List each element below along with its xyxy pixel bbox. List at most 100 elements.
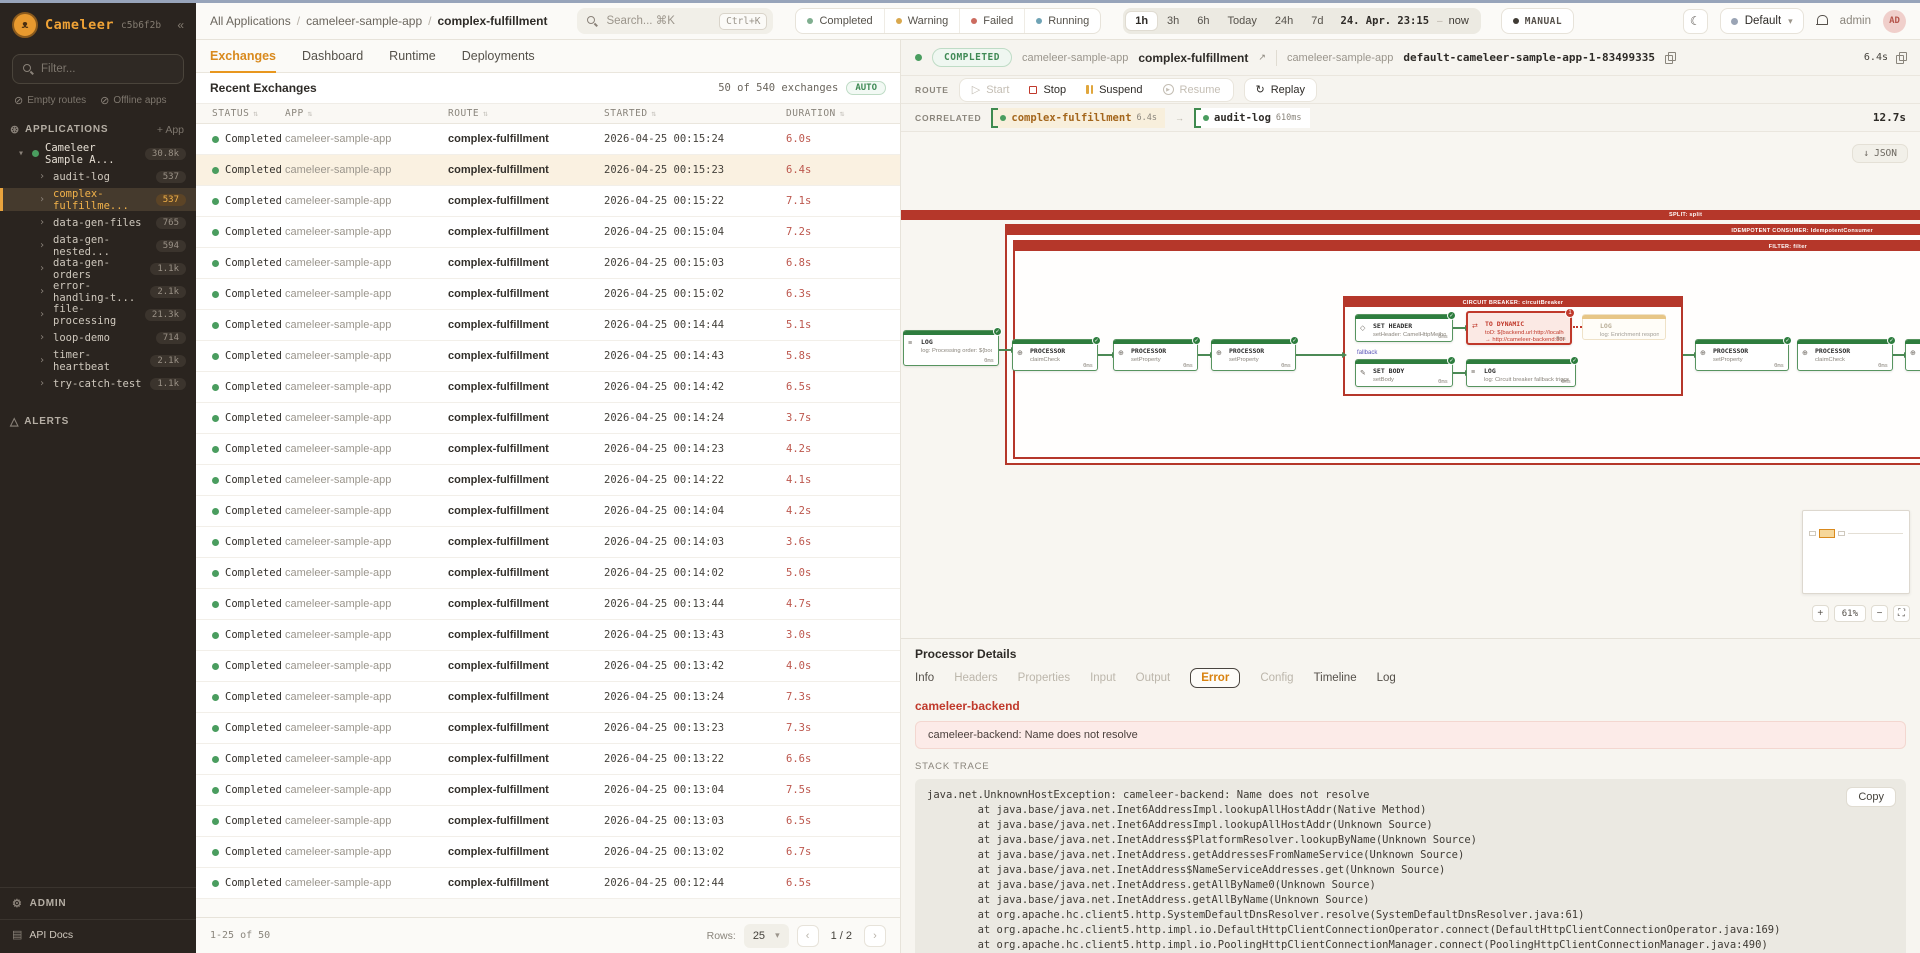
- next-page-button[interactable]: ›: [864, 924, 886, 947]
- column-header[interactable]: APP ⇅: [285, 108, 448, 119]
- processor-detail-tab[interactable]: Error: [1190, 668, 1241, 688]
- resume-button[interactable]: ▶ Resume: [1153, 79, 1231, 101]
- node-processor-partial[interactable]: ⊕ PROCESSOR claimCheck: [1905, 339, 1920, 371]
- correlated-chip-selected[interactable]: complex-fulfillment 6.4s: [991, 107, 1165, 128]
- status-filter-chip[interactable]: Completed: [796, 9, 885, 33]
- global-search[interactable]: Ctrl+K: [577, 8, 774, 34]
- table-row[interactable]: Completed cameleer-sample-app complex-fu…: [196, 465, 900, 496]
- processor-detail-tab[interactable]: Log: [1376, 672, 1396, 684]
- table-row[interactable]: Completed cameleer-sample-app complex-fu…: [196, 496, 900, 527]
- table-row[interactable]: Completed cameleer-sample-app complex-fu…: [196, 558, 900, 589]
- table-row[interactable]: Completed cameleer-sample-app complex-fu…: [196, 527, 900, 558]
- table-row[interactable]: Completed cameleer-sample-app complex-fu…: [196, 775, 900, 806]
- time-to[interactable]: now: [1448, 15, 1469, 27]
- column-header[interactable]: STATUS ⇅: [212, 108, 285, 119]
- column-header[interactable]: ROUTE ⇅: [448, 108, 604, 119]
- node-processor-setproperty-3[interactable]: ⊕ ✓ PROCESSOR setProperty 0ms: [1695, 336, 1792, 371]
- table-row[interactable]: Completed cameleer-sample-app complex-fu…: [196, 372, 900, 403]
- status-filter-chip[interactable]: Running: [1025, 9, 1100, 33]
- sidebar-item-route[interactable]: › loop-demo 714: [0, 326, 196, 349]
- status-filter-chip[interactable]: Failed: [960, 9, 1026, 33]
- correlated-chip[interactable]: audit-log 610ms: [1194, 107, 1310, 128]
- table-row[interactable]: Completed cameleer-sample-app complex-fu…: [196, 589, 900, 620]
- table-row[interactable]: Completed cameleer-sample-app complex-fu…: [196, 248, 900, 279]
- view-tab[interactable]: Runtime: [389, 48, 436, 63]
- zoom-out-button[interactable]: −: [1871, 605, 1888, 622]
- zoom-in-button[interactable]: +: [1811, 605, 1829, 622]
- table-row[interactable]: Completed cameleer-sample-app complex-fu…: [196, 217, 900, 248]
- table-row[interactable]: Completed cameleer-sample-app complex-fu…: [196, 434, 900, 465]
- table-row[interactable]: Completed cameleer-sample-app complex-fu…: [196, 651, 900, 682]
- time-range-button[interactable]: 24h: [1274, 15, 1294, 27]
- table-row[interactable]: Completed cameleer-sample-app complex-fu…: [196, 744, 900, 775]
- sidebar-item-route[interactable]: › data-gen-files 765: [0, 211, 196, 234]
- table-row[interactable]: Completed cameleer-sample-app complex-fu…: [196, 155, 900, 186]
- stack-trace-block[interactable]: java.net.UnknownHostException: cameleer-…: [915, 779, 1906, 953]
- sidebar-item-route[interactable]: › data-gen-nested... 594: [0, 234, 196, 258]
- sidebar-item-route[interactable]: › data-gen-orders 1.1k: [0, 257, 196, 281]
- sidebar-item-admin[interactable]: ⚙ ADMIN: [0, 888, 196, 919]
- processor-detail-tab[interactable]: Headers: [954, 672, 998, 684]
- search-input[interactable]: [606, 15, 712, 27]
- node-to-dynamic-error[interactable]: ⇄ 1 TO DYNAMIC toD: ${backend.url:http://…: [1466, 308, 1575, 345]
- stop-button[interactable]: Stop: [1019, 79, 1076, 101]
- sidebar-item-root-app[interactable]: ▾ Cameleer Sample A... 30.8k: [0, 142, 196, 166]
- manual-refresh-chip[interactable]: MANUAL: [1500, 8, 1575, 34]
- node-log-fallback[interactable]: ≡ ✓ LOG log: Circuit breaker fallback tri…: [1466, 356, 1579, 387]
- chevron-right-icon[interactable]: ›: [39, 355, 46, 366]
- route-diagram-canvas[interactable]: ↓ JSON SPLIT: split IDEMPOTENT CONSUMER: …: [901, 132, 1920, 638]
- column-header[interactable]: STARTED ⇅: [604, 108, 786, 119]
- node-processor-setproperty-2[interactable]: ⊕ ✓ PROCESSOR setProperty 0ms: [1211, 336, 1299, 371]
- sidebar-item-route[interactable]: › timer-heartbeat 2.1k: [0, 349, 196, 373]
- time-range-button[interactable]: 6h: [1197, 15, 1210, 27]
- node-set-header[interactable]: ◇ ✓ SET HEADER setHeader: CamelHttpMethod…: [1355, 311, 1456, 342]
- avatar[interactable]: AD: [1883, 9, 1906, 33]
- chevron-right-icon[interactable]: ›: [39, 378, 46, 389]
- environment-select[interactable]: Default ▾: [1719, 8, 1804, 34]
- copy-icon[interactable]: [1896, 52, 1907, 64]
- time-range-button[interactable]: 1h: [1125, 11, 1159, 31]
- add-app-button[interactable]: + App: [156, 123, 184, 136]
- notifications-bell-icon[interactable]: [1815, 15, 1829, 27]
- sidebar-collapse-icon[interactable]: «: [177, 18, 184, 32]
- table-row[interactable]: Completed cameleer-sample-app complex-fu…: [196, 279, 900, 310]
- node-processor-claimcheck-2[interactable]: ⊕ ✓ PROCESSOR claimCheck 0ms: [1797, 336, 1896, 371]
- theme-toggle-button[interactable]: ☾: [1682, 8, 1708, 34]
- detail-route-name[interactable]: complex-fulfillment: [1138, 50, 1249, 65]
- processor-detail-tab[interactable]: Input: [1090, 672, 1116, 684]
- table-row[interactable]: Completed cameleer-sample-app complex-fu…: [196, 620, 900, 651]
- processor-detail-tab[interactable]: Config: [1260, 672, 1294, 684]
- copy-icon[interactable]: [1665, 52, 1676, 64]
- prev-page-button[interactable]: ‹: [796, 924, 819, 947]
- table-row[interactable]: Completed cameleer-sample-app complex-fu…: [196, 341, 900, 372]
- node-set-body[interactable]: ✎ ✓ SET BODY setBody 0ms: [1355, 356, 1456, 387]
- sidebar-item-route[interactable]: › try-catch-test 1.1k: [0, 372, 196, 395]
- chevron-right-icon[interactable]: ›: [39, 286, 46, 297]
- chevron-right-icon[interactable]: ›: [39, 263, 46, 274]
- node-log-skipped[interactable]: LOG log: Enrichment response: ${body}: [1582, 314, 1666, 340]
- table-row[interactable]: Completed cameleer-sample-app complex-fu…: [196, 124, 900, 155]
- chevron-right-icon[interactable]: ›: [39, 171, 46, 182]
- table-row[interactable]: Completed cameleer-sample-app complex-fu…: [196, 186, 900, 217]
- processor-detail-tab[interactable]: Properties: [1017, 672, 1071, 684]
- table-row[interactable]: Completed cameleer-sample-app complex-fu…: [196, 868, 900, 899]
- start-button[interactable]: ▷ Start: [962, 79, 1020, 101]
- breadcrumb-app[interactable]: cameleer-sample-app: [306, 14, 423, 28]
- node-processor-setproperty-1[interactable]: ⊕ ✓ PROCESSOR setProperty 0ms: [1113, 336, 1201, 371]
- sidebar-toggle[interactable]: ⊘ Offline apps: [100, 94, 166, 107]
- table-row[interactable]: Completed cameleer-sample-app complex-fu…: [196, 403, 900, 434]
- table-row[interactable]: Completed cameleer-sample-app complex-fu…: [196, 310, 900, 341]
- sidebar-item-route[interactable]: › file-processing 21.3k: [0, 303, 196, 327]
- time-range-button[interactable]: 7d: [1311, 15, 1324, 27]
- table-row[interactable]: Completed cameleer-sample-app complex-fu…: [196, 837, 900, 868]
- status-filter-chip[interactable]: Warning: [885, 9, 961, 33]
- chevron-right-icon[interactable]: ›: [39, 217, 46, 228]
- time-range-button[interactable]: 3h: [1167, 15, 1180, 27]
- time-range-button[interactable]: Today: [1227, 15, 1257, 27]
- sidebar-item-route[interactable]: › error-handling-t... 2.1k: [0, 280, 196, 304]
- processor-detail-tab[interactable]: Timeline: [1313, 672, 1357, 684]
- node-processor-claimcheck[interactable]: ⊕ ✓ PROCESSOR claimCheck 0ms: [1012, 336, 1101, 371]
- download-json-button[interactable]: ↓ JSON: [1852, 144, 1908, 163]
- sidebar-item-route[interactable]: › audit-log 537: [0, 165, 196, 188]
- view-tab[interactable]: Deployments: [461, 48, 535, 63]
